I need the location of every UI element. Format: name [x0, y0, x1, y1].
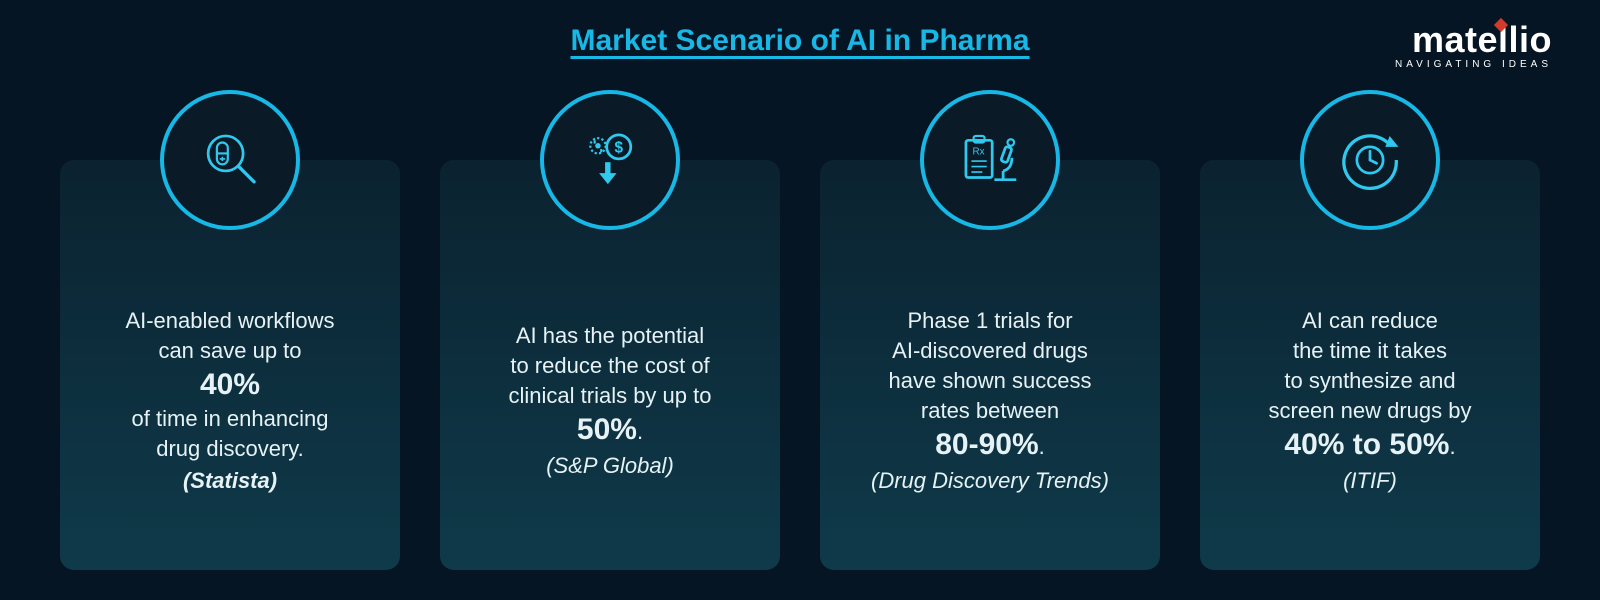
stat-value-line: 40% — [200, 368, 260, 402]
svg-text:$: $ — [614, 139, 623, 156]
stat-text-line: to reduce the cost of — [510, 353, 709, 379]
stat-text-line: screen new drugs by — [1269, 398, 1472, 424]
stat-text-line: to synthesize and — [1284, 368, 1455, 394]
clipboard-microscope-icon: Rx — [920, 90, 1060, 230]
page-title-text: Market Scenario of AI in Pharma — [570, 24, 1029, 57]
stat-source: (ITIF) — [1343, 468, 1397, 494]
stat-source: (S&P Global) — [546, 453, 674, 479]
stat-text-line: AI-discovered drugs — [892, 338, 1088, 364]
stat-text-line: the time it takes — [1293, 338, 1447, 364]
infographic-canvas: Market Scenario of AI in Pharma matellio… — [0, 0, 1600, 600]
magnifier-pill-icon — [160, 90, 300, 230]
stat-source: (Statista) — [183, 468, 277, 494]
cards-row: AI-enabled workflows can save up to 40% of … — [0, 90, 1600, 600]
brand-tagline: NAVIGATING IDEAS — [1395, 60, 1552, 70]
stat-success-rate: Rx Phase 1 trials for AI-discovered drugs… — [820, 90, 1160, 570]
stat-value-line: 40% to 50%. — [1284, 428, 1455, 462]
stat-text-line: AI can reduce — [1302, 308, 1438, 334]
stat-time-savings: AI-enabled workflows can save up to 40% of … — [60, 90, 400, 570]
svg-text:Rx: Rx — [973, 147, 985, 158]
stat-text-line: have shown success — [889, 368, 1092, 394]
page-title: Market Scenario of AI in Pharma — [0, 24, 1600, 58]
stat-suffix: . — [1449, 434, 1455, 459]
stat-text-line: AI-enabled workflows — [125, 308, 334, 334]
brand-name: matellio — [1412, 22, 1552, 58]
clock-cycle-icon — [1300, 90, 1440, 230]
stat-source: (Drug Discovery Trends) — [871, 468, 1109, 494]
stat-text-line: drug discovery. — [156, 436, 304, 462]
stat-suffix: . — [1039, 434, 1045, 459]
stat-value-line: 50%. — [577, 413, 643, 447]
brand-logo: matellio NAVIGATING IDEAS — [1395, 22, 1552, 70]
stat-text-line: can save up to — [158, 338, 301, 364]
stat-text-line: rates between — [921, 398, 1059, 424]
stat-text-line: of time in enhancing — [132, 406, 329, 432]
stat-synthesis-time: AI can reduce the time it takes to synthes… — [1200, 90, 1540, 570]
stat-text-line: AI has the potential — [516, 323, 704, 349]
stat-suffix: . — [637, 419, 643, 444]
stat-value: 40% — [200, 368, 260, 401]
stat-value-line: 80-90%. — [935, 428, 1045, 462]
stat-value: 50% — [577, 413, 637, 446]
stat-text-line: clinical trials by up to — [509, 383, 712, 409]
stat-text-line: Phase 1 trials for — [907, 308, 1072, 334]
cost-down-icon: $ — [540, 90, 680, 230]
brand-name-text: matellio — [1412, 19, 1552, 60]
stat-value: 40% to 50% — [1284, 428, 1449, 461]
stat-value: 80-90% — [935, 428, 1038, 461]
stat-cost-reduction: $ AI has the potential to reduce the cost… — [440, 90, 780, 570]
